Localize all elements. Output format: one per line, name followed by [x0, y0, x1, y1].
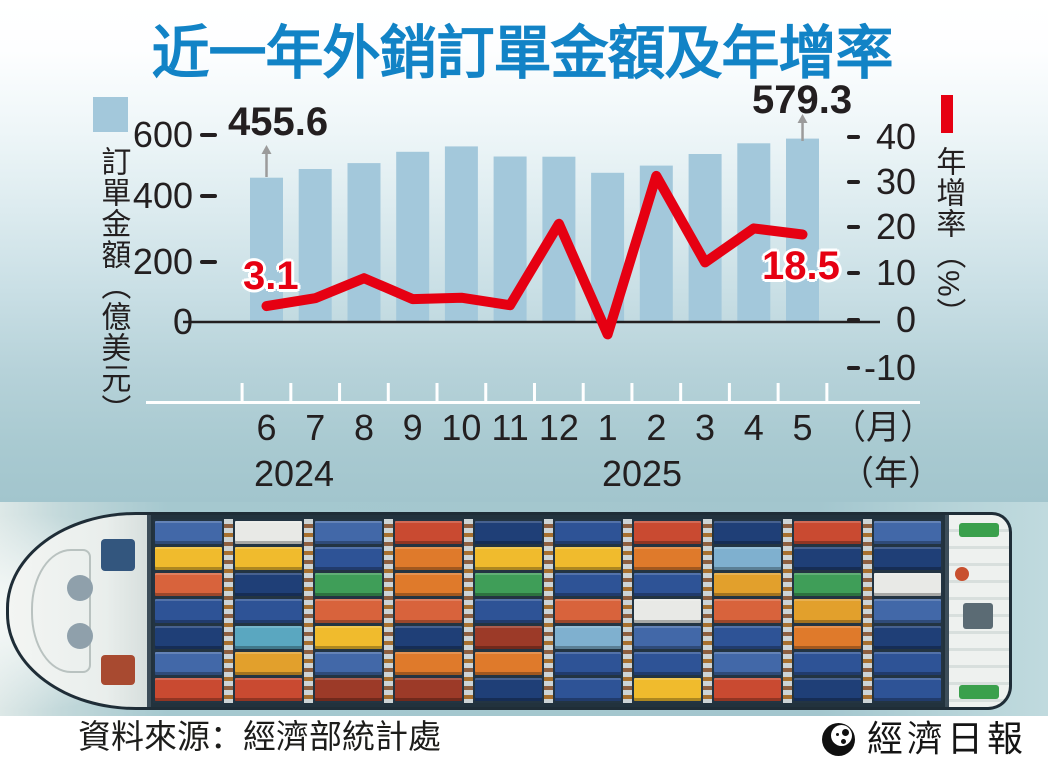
right-axis-tick-dash: [847, 135, 860, 139]
left-axis-tick-dash: [200, 260, 217, 264]
container-bay: [712, 519, 784, 703]
ship-stern: [945, 515, 1009, 707]
chart-title: 近一年外銷訂單金額及年增率: [151, 21, 893, 86]
right-axis-tick-dash: [847, 366, 860, 370]
growth-rate-line: [261, 170, 808, 340]
right-axis-tick-0: 0: [895, 299, 916, 340]
year-unit-label: （年）: [840, 455, 942, 493]
ship-container-deck: [151, 515, 945, 707]
container-ship-photo: [6, 512, 1012, 710]
right-axis-tick-dash: [847, 318, 860, 322]
container-bay: [392, 519, 464, 703]
callout-first-bar-value: 455.6: [228, 100, 329, 144]
lashing-bridge: [543, 519, 553, 703]
right-axis-tick-20: 20: [875, 206, 916, 247]
lashing-bridge: [463, 519, 473, 703]
right-axis-tick-dash: [847, 225, 860, 229]
lashing-bridge: [303, 519, 313, 703]
month-label-5: 5: [792, 407, 813, 448]
source-note: 資料來源：經濟部統計處: [78, 718, 441, 755]
callout-arrow-head: [261, 145, 272, 154]
lashing-bridge: [703, 519, 713, 703]
left-axis-tick-400: 400: [132, 175, 193, 216]
lashing-bridge: [223, 519, 233, 703]
month-label-8: 8: [353, 407, 374, 448]
year-label-2024: 2024: [253, 453, 335, 494]
callout-arrow-head: [797, 114, 808, 123]
callout-first-point-value: 3.1: [243, 254, 299, 298]
month-label-1: 1: [597, 407, 618, 448]
right-axis-tick-dash: [847, 180, 860, 184]
left-axis-title: 訂單金額（億美元）: [96, 146, 130, 425]
publisher-name: 經濟日報: [867, 718, 1028, 757]
container-bay: [472, 519, 544, 703]
right-axis-tick--10: -10: [863, 347, 916, 388]
right-axis-tick-30: 30: [875, 161, 916, 202]
month-label-10: 10: [441, 407, 482, 448]
lashing-bridge: [863, 519, 873, 703]
month-label-4: 4: [743, 407, 764, 448]
month-label-2: 2: [646, 407, 667, 448]
container-bay: [872, 519, 944, 703]
callout-last-bar-value: 579.3: [752, 78, 853, 122]
left-axis-tick-600: 600: [132, 114, 193, 155]
container-bay: [232, 519, 304, 703]
economic-daily-logo-icon: [822, 722, 855, 756]
right-axis-tick-dash: [847, 271, 860, 275]
left-axis-tick-dash: [200, 194, 217, 198]
right-axis-title: 年增率（%）: [931, 146, 965, 329]
bar-month-8: [347, 163, 381, 322]
month-label-12: 12: [538, 407, 579, 448]
month-label-11: 11: [491, 407, 529, 448]
container-bay: [792, 519, 864, 703]
lashing-bridge: [783, 519, 793, 703]
bar-month-6: [250, 177, 283, 322]
combo-chart: [183, 114, 880, 340]
month-label-6: 6: [256, 407, 277, 448]
lashing-bridge: [623, 519, 633, 703]
month-label-3: 3: [695, 407, 716, 448]
ship-bow: [9, 515, 151, 707]
year-label-2025: 2025: [601, 453, 683, 494]
left-axis-tick-200: 200: [132, 241, 193, 282]
left-axis-tick-dash: [200, 133, 217, 137]
left-axis-tick-0: 0: [172, 301, 193, 342]
right-axis-tick-10: 10: [875, 252, 916, 293]
month-label-9: 9: [402, 407, 423, 448]
container-bay: [312, 519, 384, 703]
right-axis-tick-40: 40: [875, 116, 916, 157]
container-bay: [153, 519, 224, 703]
lashing-bridge: [383, 519, 393, 703]
container-bay: [632, 519, 704, 703]
bar-legend-swatch: [93, 97, 128, 132]
line-legend-swatch: [941, 95, 953, 133]
footer-bar: [0, 716, 1048, 757]
callout-last-point-value: 18.5: [762, 244, 840, 288]
container-bay: [552, 519, 624, 703]
publisher-brand: 經濟日報: [822, 719, 1027, 757]
month-unit-label: （月）: [832, 409, 934, 447]
month-label-7: 7: [305, 407, 326, 448]
